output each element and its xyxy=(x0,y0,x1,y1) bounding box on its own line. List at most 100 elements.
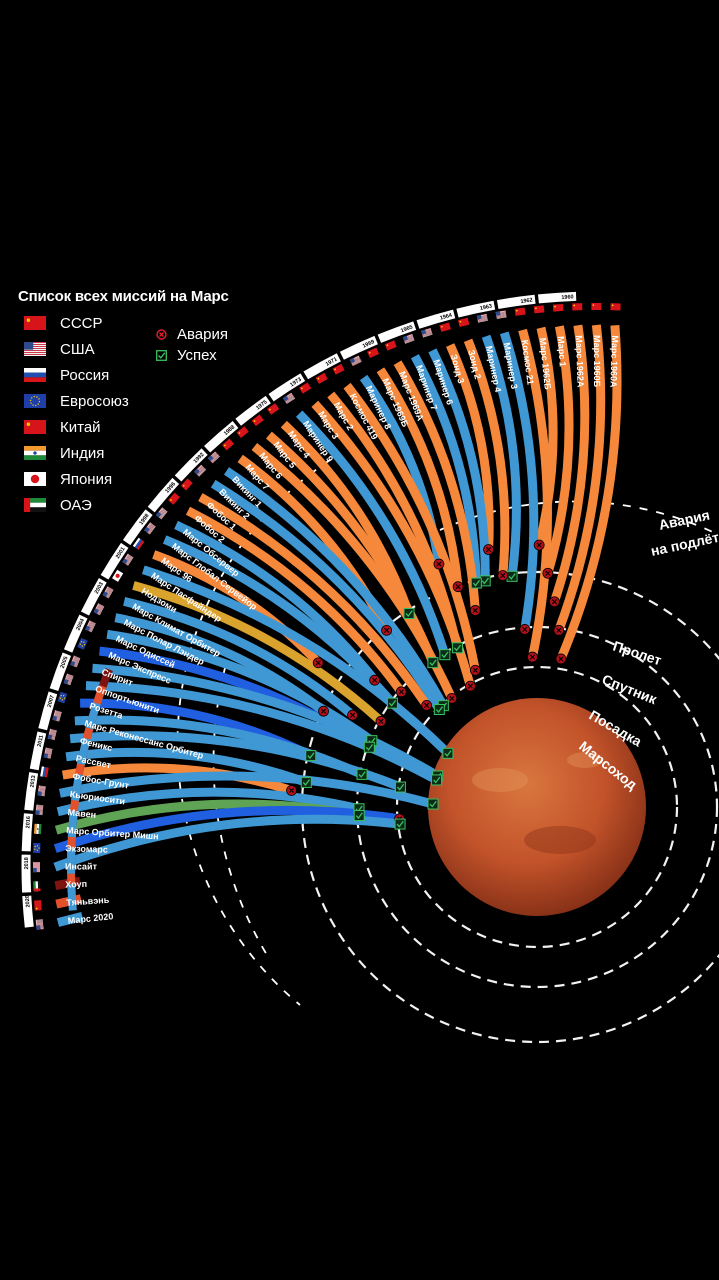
russia-flag-icon xyxy=(24,368,46,382)
mission-path xyxy=(106,629,375,745)
ussr-flag-icon xyxy=(367,347,380,359)
mission-flag xyxy=(349,355,362,367)
mars-surface-patch xyxy=(472,768,528,792)
mission-path xyxy=(393,360,480,611)
ring-label: Спутник xyxy=(600,671,660,708)
uae-flag-icon xyxy=(24,498,46,512)
year-label: 1964 xyxy=(439,312,453,321)
success-icon xyxy=(427,798,439,810)
mission-path xyxy=(65,747,308,787)
mission-flag xyxy=(332,363,345,375)
mars-planet-body xyxy=(428,698,646,916)
year-segment xyxy=(416,309,456,329)
mission-path xyxy=(343,382,480,672)
year-label: 1973 xyxy=(289,377,303,389)
mission-flag xyxy=(47,728,57,741)
mission-label: Зонд 2 xyxy=(466,349,483,380)
usa-flag-icon xyxy=(495,310,507,319)
mission-flag xyxy=(572,303,583,311)
mission-label: Зонд 3 xyxy=(449,353,467,384)
mission-path xyxy=(162,535,396,707)
crash-icon xyxy=(369,674,381,686)
mission-path-segment xyxy=(71,773,83,801)
crash-icon xyxy=(375,715,387,727)
china-flag-icon xyxy=(24,420,46,434)
usa-flag-icon xyxy=(70,655,81,668)
success-icon xyxy=(427,657,439,669)
india-flag-icon xyxy=(33,823,42,835)
mission-path xyxy=(556,324,622,661)
mission-label: Инсайт xyxy=(65,861,98,871)
year-label: 2004 xyxy=(75,617,86,631)
mission-flag xyxy=(476,313,488,323)
mission-flag xyxy=(168,492,180,505)
legend-item-uae: ОАЭ xyxy=(24,495,92,515)
mission-path-segment xyxy=(77,737,91,765)
year-segment xyxy=(49,652,72,692)
ussr-flag-icon xyxy=(514,307,526,316)
usa-flag-icon xyxy=(24,342,46,356)
mission-flag xyxy=(102,586,114,599)
year-label: 1960 xyxy=(561,294,574,301)
success-icon xyxy=(506,570,518,582)
success-icon xyxy=(394,818,406,830)
usa-flag-icon xyxy=(63,673,74,686)
year-label: 2020 xyxy=(25,895,32,908)
usa-flag-icon xyxy=(32,862,41,873)
japan-flag-icon xyxy=(112,569,124,582)
mission-flag xyxy=(207,451,220,464)
success-icon xyxy=(305,750,317,762)
usa-flag-icon xyxy=(37,785,46,797)
mission-flag xyxy=(33,881,41,892)
year-segment xyxy=(38,691,58,731)
mission-flag xyxy=(37,785,46,797)
mission-flag xyxy=(43,747,53,759)
ussr-flag-icon xyxy=(533,305,545,314)
legend-item-russia: Россия xyxy=(24,365,109,385)
uae-flag-icon xyxy=(33,881,41,892)
mission-path-segment xyxy=(67,810,78,838)
mission-label: Хоуп xyxy=(65,879,87,890)
eu-flag-icon xyxy=(57,691,68,704)
mission-flag xyxy=(155,507,168,520)
ussr-flag-icon xyxy=(24,316,46,330)
flag-graphic xyxy=(24,342,46,356)
mission-path xyxy=(543,325,574,575)
mission-flag xyxy=(514,307,526,316)
mission-flag xyxy=(533,305,545,314)
success-icon xyxy=(470,577,482,589)
crash-en-route-label: Авария xyxy=(657,507,711,533)
mission-path xyxy=(185,506,405,695)
japan-flag-icon xyxy=(24,472,46,486)
usa-flag-icon xyxy=(43,747,53,759)
mission-label: Мавен xyxy=(67,807,96,820)
mission-flag xyxy=(282,392,296,404)
legend-item-usa: США xyxy=(24,339,95,359)
india-flag-icon xyxy=(24,446,46,460)
mission-path xyxy=(554,324,606,632)
crash-icon xyxy=(421,700,433,711)
mission-path xyxy=(210,479,444,712)
usa-flag-icon xyxy=(144,522,156,535)
mission-flag xyxy=(32,862,41,873)
year-label: 1971 xyxy=(325,357,339,368)
success-icon xyxy=(439,649,451,661)
legend-country-label: СССР xyxy=(60,314,103,332)
flag-graphic xyxy=(24,368,46,382)
mission-path-segment xyxy=(67,884,77,911)
ussr-flag-icon xyxy=(180,478,193,491)
year-label: 2011 xyxy=(37,735,45,748)
year-label: 1963 xyxy=(479,303,492,311)
mission-flag xyxy=(34,900,42,911)
year-segment xyxy=(303,353,341,380)
crash-icon xyxy=(347,709,358,721)
flag-graphic xyxy=(24,446,46,460)
mission-flag xyxy=(367,347,380,359)
crash-icon xyxy=(156,328,167,340)
year-segment xyxy=(24,772,39,811)
mission-path xyxy=(53,814,401,872)
year-label: 2005 xyxy=(60,656,70,670)
mission-flag xyxy=(384,340,397,351)
china-flag-icon xyxy=(34,900,42,911)
